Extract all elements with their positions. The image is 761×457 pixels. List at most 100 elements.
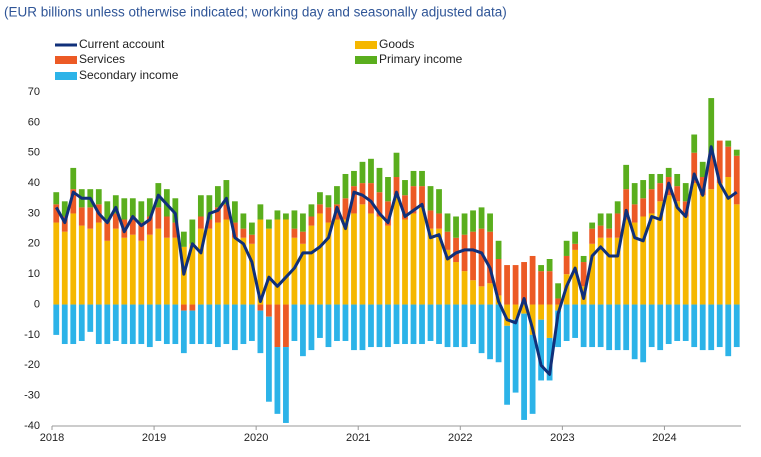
- bar-segment: [623, 304, 630, 351]
- bar-segment: [444, 249, 451, 305]
- bar-segment: [504, 325, 510, 405]
- bar-segment: [580, 262, 587, 287]
- bar-segment: [623, 219, 630, 305]
- bar-segment: [308, 216, 315, 226]
- bar-segment: [563, 240, 570, 256]
- bar-segment: [317, 204, 323, 214]
- bar-segment: [189, 243, 196, 305]
- bar-segment: [393, 177, 400, 196]
- bar-segment: [572, 249, 579, 305]
- bar-segment: [266, 228, 272, 305]
- bar-segment: [359, 161, 366, 184]
- bar-segment: [231, 201, 238, 223]
- bar-segment: [419, 186, 425, 208]
- bar-segment: [521, 262, 527, 305]
- bar-segment: [376, 304, 383, 348]
- bar-segment: [648, 173, 655, 190]
- bar-segment: [640, 304, 647, 363]
- bar-segment: [146, 198, 153, 217]
- bar-segment: [606, 228, 613, 238]
- bar-segment: [385, 177, 391, 202]
- bar-segment: [725, 304, 732, 357]
- bar-segment: [121, 237, 128, 305]
- bar-segment: [112, 228, 119, 305]
- x-tick-label: 2023: [550, 432, 574, 444]
- bar-segment: [351, 304, 357, 351]
- bar-segment: [674, 186, 681, 202]
- bar-segment: [342, 198, 349, 220]
- bar-segment: [291, 210, 298, 229]
- bar-segment: [283, 219, 289, 305]
- bar-segment: [716, 140, 723, 184]
- bar-segment: [385, 304, 391, 348]
- bar-segment: [478, 207, 485, 229]
- bar-segment: [512, 319, 519, 393]
- bar-segment: [657, 183, 664, 202]
- bar-segment: [334, 186, 340, 205]
- bar-segment: [589, 228, 596, 244]
- bar-segment: [368, 213, 374, 305]
- bar-segment: [87, 304, 94, 332]
- bar-segment: [427, 186, 434, 211]
- bar-segment: [351, 186, 357, 214]
- x-tick-label: 2024: [652, 432, 676, 444]
- bar-segment: [163, 216, 170, 238]
- bar-segment: [78, 225, 85, 305]
- bar-segment: [300, 243, 306, 305]
- bar-segment: [665, 195, 672, 305]
- bar-segment: [487, 283, 493, 305]
- bar-segment: [197, 216, 204, 229]
- legend-swatch: [55, 56, 77, 64]
- bar-segment: [631, 222, 638, 305]
- bar-segment: [385, 225, 391, 305]
- bar-segment: [410, 213, 417, 305]
- bar-segment: [257, 204, 264, 220]
- legend-swatch: [355, 56, 377, 64]
- bar-segment: [376, 192, 383, 217]
- bar-segment: [291, 237, 298, 305]
- bar-segment: [266, 316, 272, 402]
- bar-segment: [572, 243, 579, 250]
- bar-segment: [308, 304, 315, 351]
- bar-segment: [402, 180, 408, 196]
- bar-segment: [317, 304, 323, 338]
- bar-segment: [87, 207, 94, 229]
- bar-segment: [572, 231, 579, 244]
- bar-segment: [538, 319, 544, 381]
- bar-segment: [436, 304, 442, 345]
- bar-segment: [623, 189, 630, 220]
- bar-segment: [206, 304, 213, 345]
- bar-segment: [640, 180, 647, 199]
- bar-segment: [53, 192, 60, 205]
- bar-segment: [70, 304, 77, 345]
- bar-segment: [648, 189, 655, 214]
- bar-segment: [453, 216, 459, 238]
- bar-segment: [495, 240, 502, 259]
- bar-segment: [648, 213, 655, 305]
- bar-segment: [368, 304, 374, 348]
- bar-segment: [733, 155, 740, 205]
- bar-segment: [546, 304, 553, 338]
- bar-segment: [351, 170, 357, 187]
- bar-segment: [606, 237, 613, 305]
- bar-segment: [555, 283, 562, 299]
- bar-segment: [104, 240, 111, 305]
- bar-segment: [478, 304, 485, 354]
- bar-segment: [300, 213, 306, 232]
- bar-segment: [300, 231, 306, 244]
- bar-segment: [470, 280, 476, 305]
- bar-segment: [189, 219, 196, 244]
- bar-segment: [172, 198, 179, 223]
- bar-segment: [393, 195, 400, 305]
- y-tick-label: -10: [24, 329, 40, 341]
- bar-segment: [240, 304, 247, 345]
- y-tick-label: 60: [28, 116, 40, 128]
- bar-segment: [597, 213, 604, 226]
- bar-segment: [555, 304, 562, 311]
- bar-segment: [180, 304, 187, 311]
- x-tick-label: 2019: [142, 432, 166, 444]
- bar-segment: [410, 304, 417, 345]
- bar-segment: [231, 222, 238, 238]
- y-tick-label: 10: [28, 268, 40, 280]
- bar-segment: [308, 204, 315, 217]
